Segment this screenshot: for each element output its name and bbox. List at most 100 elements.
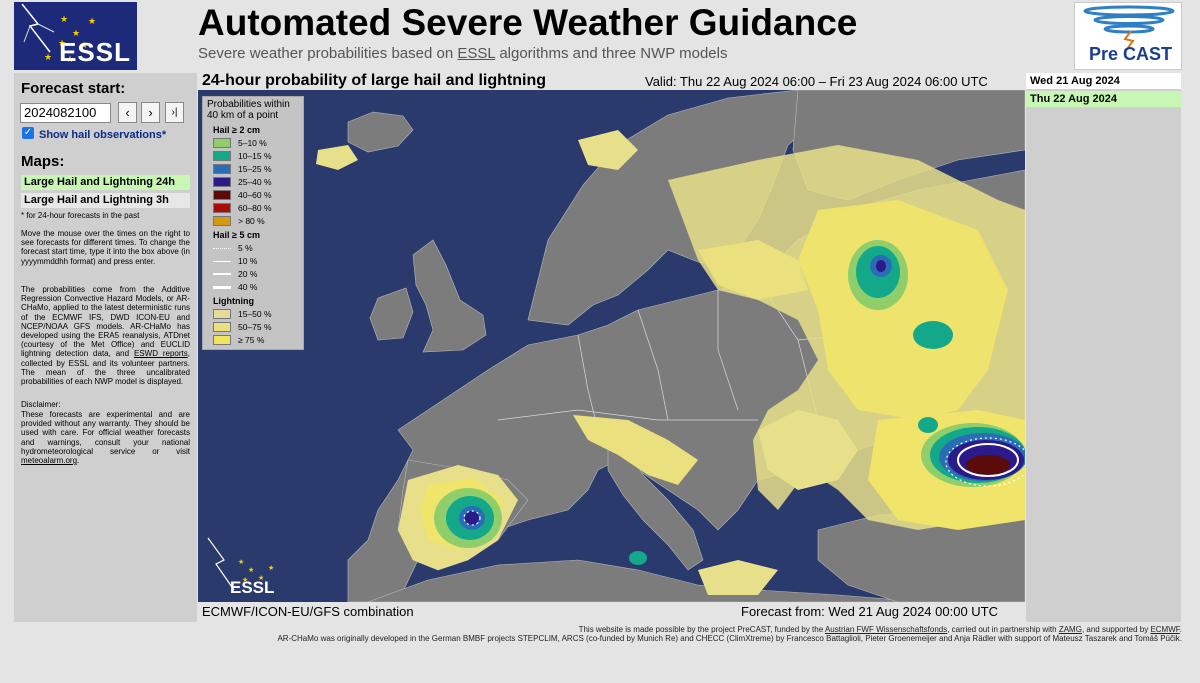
- legend-row-label: 20 %: [238, 269, 258, 279]
- sidebar: Forecast start: 2024082100 ‹ › ›| ✓ Show…: [14, 73, 197, 622]
- eswd-reports-link[interactable]: ESWD reports: [133, 349, 188, 359]
- legend-row-label: 10 %: [238, 256, 258, 266]
- legend-row-label: 60–80 %: [238, 203, 272, 213]
- time-item-wed-21-aug[interactable]: Wed 21 Aug 2024: [1026, 73, 1181, 89]
- hail-5cm-contours: [463, 437, 1025, 526]
- legend-swatch: [213, 216, 231, 226]
- legend-row-label: 40 %: [238, 282, 258, 292]
- legend-row-hail5-2: 20 %: [213, 268, 303, 280]
- footer-text-d: .: [1179, 625, 1182, 634]
- svg-text:★: ★: [44, 52, 52, 62]
- essl-logo[interactable]: ★ ★ ★ ★ ★ ★ ★ ESSL: [14, 2, 137, 70]
- svg-text:★: ★: [60, 14, 68, 24]
- legend-row-lightning-0: 15–50 %: [213, 308, 303, 320]
- svg-text:★: ★: [258, 574, 264, 582]
- prev-button[interactable]: ‹: [118, 102, 137, 123]
- svg-text:★: ★: [72, 28, 80, 38]
- svg-text:★: ★: [66, 54, 74, 64]
- legend-row-label: 15–25 %: [238, 164, 272, 174]
- legend-line: [213, 261, 231, 262]
- ecmwf-link[interactable]: ECMWF: [1150, 625, 1180, 634]
- legend-hail2-heading: Hail ≥ 2 cm: [213, 125, 260, 135]
- map-item-hail-lightning-24h[interactable]: Large Hail and Lightning 24h: [21, 175, 190, 190]
- subtitle-text-end: algorithms and three NWP models: [495, 45, 728, 62]
- model-combination-label: ECMWF/ICON-EU/GFS combination: [202, 604, 414, 619]
- legend-row-label: 50–75 %: [238, 322, 272, 332]
- methods-text-a: The probabilities come from the Additive…: [21, 285, 190, 359]
- methods-text: The probabilities come from the Additive…: [21, 285, 190, 386]
- legend-row-lightning-2: ≥ 75 %: [213, 334, 303, 346]
- forecast-map[interactable]: [198, 90, 1025, 602]
- svg-text:★: ★: [248, 566, 254, 574]
- legend-swatch: [213, 309, 231, 319]
- precast-waves-graphic: [1083, 5, 1175, 50]
- legend-swatch: [213, 151, 231, 161]
- svg-text:★: ★: [58, 38, 66, 48]
- essl-link[interactable]: ESSL: [457, 45, 496, 62]
- map-essl-logo: ★ ★ ★ ★ ★ ESSL: [204, 534, 290, 598]
- legend-row-hail2-3: 25–40 %: [213, 176, 303, 188]
- time-list: Wed 21 Aug 2024 Thu 22 Aug 2024: [1026, 73, 1181, 622]
- svg-text:★: ★: [268, 564, 274, 572]
- legend-swatch: [213, 177, 231, 187]
- svg-text:★: ★: [80, 40, 88, 50]
- legend-row-hail2-5: 60–80 %: [213, 202, 303, 214]
- legend-title: Probabilities within 40 km of a point: [207, 99, 290, 121]
- map-legend: Probabilities within 40 km of a point Ha…: [202, 96, 304, 350]
- footnote: * for 24-hour forecasts in the past: [21, 211, 140, 220]
- disclaimer-text-a: These forecasts are experimental and are…: [21, 410, 190, 456]
- time-item-thu-22-aug[interactable]: Thu 22 Aug 2024: [1026, 91, 1181, 107]
- legend-row-label: 40–60 %: [238, 190, 272, 200]
- map-logo-graphic: ★★★ ★★: [207, 537, 274, 591]
- legend-swatch: [213, 138, 231, 148]
- disclaimer-text-b: .: [77, 456, 80, 466]
- legend-row-hail5-3: 40 %: [213, 281, 303, 293]
- instructions-text: Move the mouse over the times on the rig…: [21, 229, 190, 266]
- legend-row-hail2-1: 10–15 %: [213, 150, 303, 162]
- methods-text-b: , collected by ESSL and its volunteer pa…: [21, 349, 190, 387]
- subtitle-text: Severe weather probabilities based on: [198, 45, 458, 62]
- valid-period: Valid: Thu 22 Aug 2024 06:00 – Fri 23 Au…: [645, 74, 988, 89]
- legend-row-hail2-0: 5–10 %: [213, 137, 303, 149]
- legend-row-lightning-1: 50–75 %: [213, 321, 303, 333]
- legend-row-hail2-4: 40–60 %: [213, 189, 303, 201]
- legend-row-label: ≥ 75 %: [238, 335, 265, 345]
- meteoalarm-link[interactable]: meteoalarm.org: [21, 456, 78, 466]
- legend-line: [213, 273, 231, 275]
- precast-logo-text: Pre CAST: [1089, 44, 1172, 65]
- legend-row-label: > 80 %: [238, 216, 265, 226]
- legend-swatch: [213, 322, 231, 332]
- legend-line: [213, 286, 231, 289]
- legend-line: [213, 248, 231, 249]
- footer-text-b: , carried out in partnership with: [947, 625, 1059, 634]
- hail-observations-checkbox[interactable]: ✓: [22, 127, 34, 139]
- footer-funding: This website is made possible by the pro…: [579, 625, 1182, 634]
- map-item-hail-lightning-3h[interactable]: Large Hail and Lightning 3h: [21, 193, 190, 208]
- legend-row-hail2-2: 15–25 %: [213, 163, 303, 175]
- footer-text-c: , and supported by: [1081, 625, 1151, 634]
- disclaimer-title: Disclaimer:: [21, 400, 61, 409]
- page-title: Automated Severe Weather Guidance: [198, 2, 858, 43]
- legend-hail5-heading: Hail ≥ 5 cm: [213, 230, 260, 240]
- lightning-stars-graphic: ★★★ ★★ ★ ★: [21, 3, 96, 64]
- footer-text-a: This website is made possible by the pro…: [578, 625, 825, 634]
- forecast-from-label: Forecast from: Wed 21 Aug 2024 00:00 UTC: [741, 604, 999, 619]
- next-button[interactable]: ›: [141, 102, 160, 123]
- legend-swatch: [213, 203, 231, 213]
- legend-lightning-heading: Lightning: [213, 296, 254, 306]
- legend-row-hail5-1: 10 %: [213, 255, 303, 267]
- zamg-link[interactable]: ZAMG: [1058, 625, 1082, 634]
- legend-row-hail5-0: 5 %: [213, 242, 303, 254]
- last-button[interactable]: ›|: [165, 102, 184, 123]
- svg-text:★: ★: [242, 576, 248, 584]
- map-logo-text: ESSL: [230, 578, 275, 597]
- hail-observations-label[interactable]: Show hail observations*: [39, 129, 167, 141]
- footer-credits: AR-CHaMo was originally developed in the…: [277, 634, 1182, 643]
- svg-text:★: ★: [88, 16, 96, 26]
- precast-logo[interactable]: Pre CAST: [1074, 2, 1182, 70]
- forecast-start-input[interactable]: 2024082100: [20, 103, 111, 123]
- legend-swatch: [213, 164, 231, 174]
- legend-swatch: [213, 335, 231, 345]
- fwf-link[interactable]: Austrian FWF Wissenschaftsfonds: [824, 625, 948, 634]
- forecast-start-label: Forecast start:: [21, 80, 126, 97]
